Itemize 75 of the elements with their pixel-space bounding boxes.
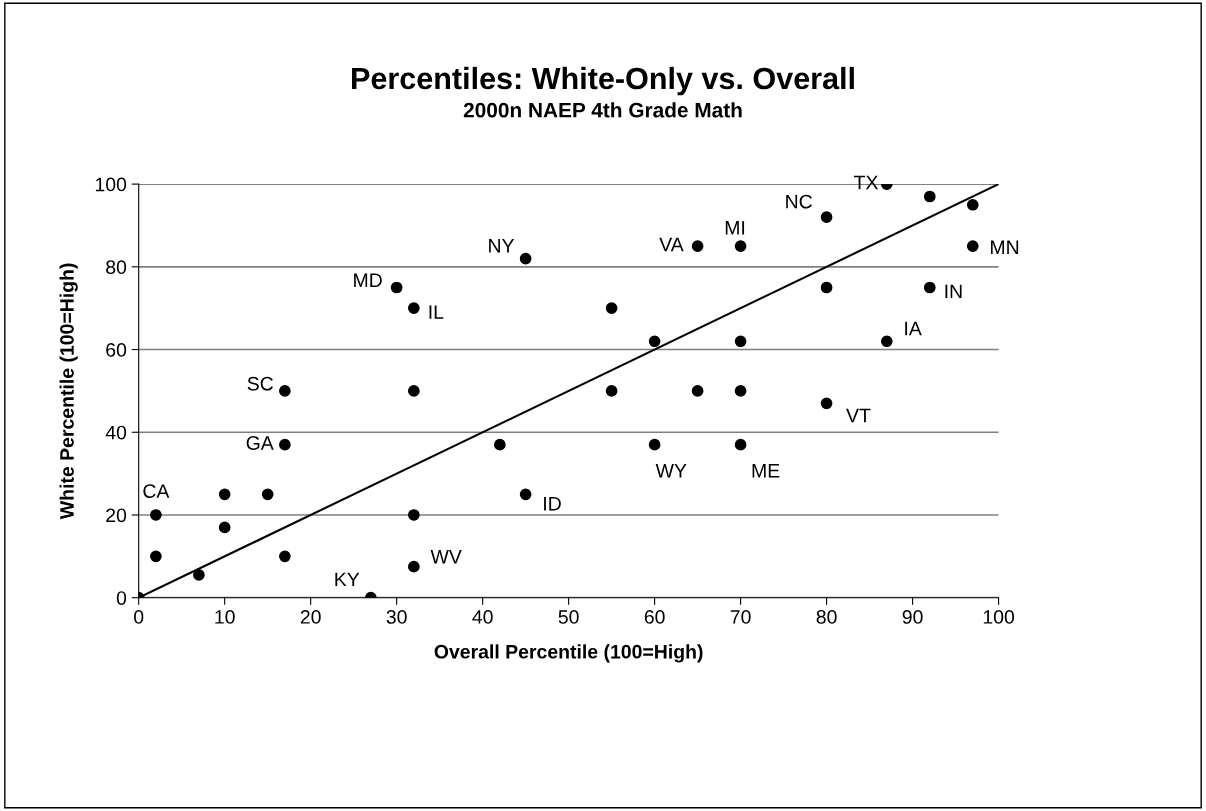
point <box>150 509 162 521</box>
point <box>605 385 618 397</box>
y-tick-label: 20 <box>106 508 127 523</box>
x-axis-title: Overall Percentile (100=High) <box>434 644 703 663</box>
point <box>408 302 420 315</box>
point <box>279 385 291 397</box>
x-tick-label: 100 <box>983 610 1015 624</box>
annotation: SC <box>247 376 274 391</box>
point <box>150 550 162 563</box>
y-axis-title: White Percentile (100=High) <box>59 263 78 520</box>
point <box>648 335 661 348</box>
annotation: WY <box>655 464 687 478</box>
x-tick-label: 30 <box>386 610 407 624</box>
x-tick-label: 60 <box>644 610 665 624</box>
point <box>408 385 420 397</box>
annotation: MN <box>991 240 1019 254</box>
x-tick-label: 0 <box>134 610 144 624</box>
annotation: GA <box>246 436 274 450</box>
annotation: KY <box>335 572 360 587</box>
annotation: IA <box>905 321 922 336</box>
x-tick-label: 90 <box>902 610 923 624</box>
point <box>218 488 231 501</box>
point <box>820 397 833 410</box>
point <box>734 438 747 451</box>
point <box>605 302 618 315</box>
point <box>966 198 979 211</box>
point <box>734 335 747 348</box>
annotation: TX <box>854 175 879 190</box>
annotation: NY <box>489 239 515 253</box>
x-tick-label: 20 <box>300 610 321 624</box>
x-tick-label: 50 <box>558 610 579 624</box>
y-tick-label: 60 <box>106 343 127 357</box>
point <box>923 281 936 294</box>
annotation: MD <box>354 273 382 287</box>
annotation: NC <box>786 194 812 209</box>
point <box>734 240 747 252</box>
annotation: ID <box>544 497 561 511</box>
y-tick-label: 100 <box>95 177 127 192</box>
point <box>390 281 403 294</box>
point <box>279 438 291 451</box>
point <box>493 438 506 451</box>
point <box>648 438 661 451</box>
point <box>820 281 833 294</box>
annotation: VT <box>846 408 871 423</box>
chart-subtitle: 2000n NAEP 4th Grade Math <box>463 102 742 118</box>
annotation: CA <box>143 484 170 498</box>
point <box>519 252 532 265</box>
y-tick-label: 0 <box>116 591 127 605</box>
point <box>261 488 274 501</box>
annotation: IN <box>945 284 962 299</box>
x-tick-label: 80 <box>816 610 837 624</box>
annotation: IL <box>429 305 444 319</box>
point <box>218 521 231 534</box>
chart-title: Percentiles: White-Only vs. Overall <box>352 66 854 96</box>
x-tick-label: 40 <box>472 610 493 624</box>
point <box>279 550 291 563</box>
annotation: WV <box>430 550 462 564</box>
x-tick-label: 10 <box>215 610 235 624</box>
point <box>408 560 420 573</box>
point <box>691 385 704 397</box>
y-tick-label: 40 <box>105 425 127 440</box>
annotation: VA <box>659 237 684 252</box>
point <box>408 509 420 521</box>
point <box>734 385 747 397</box>
x-tick-label: 70 <box>730 610 751 624</box>
point <box>691 240 704 252</box>
annotation: MI <box>725 221 745 235</box>
point <box>820 211 833 224</box>
y-tick-label: 80 <box>106 260 127 275</box>
point <box>923 190 936 203</box>
point <box>966 240 979 252</box>
point <box>880 335 893 348</box>
point <box>519 488 532 501</box>
point <box>193 569 205 581</box>
annotation: ME <box>752 464 780 478</box>
